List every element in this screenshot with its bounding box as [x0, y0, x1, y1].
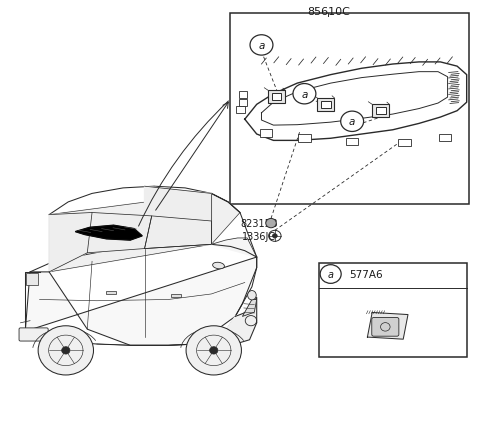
Polygon shape — [218, 298, 257, 344]
Bar — [171, 294, 181, 298]
Polygon shape — [25, 257, 257, 345]
Bar — [239, 100, 247, 106]
Bar — [321, 101, 331, 109]
Text: 82315B: 82315B — [240, 219, 277, 229]
Circle shape — [61, 347, 70, 354]
Circle shape — [293, 84, 316, 105]
Text: a: a — [301, 89, 308, 100]
Polygon shape — [144, 216, 211, 249]
FancyBboxPatch shape — [372, 318, 399, 337]
FancyBboxPatch shape — [19, 328, 48, 341]
Polygon shape — [367, 313, 408, 340]
Polygon shape — [144, 187, 211, 249]
Bar — [298, 135, 311, 143]
Circle shape — [273, 234, 277, 239]
Bar — [107, 291, 116, 294]
Ellipse shape — [213, 263, 225, 269]
Bar — [239, 92, 247, 99]
Circle shape — [38, 326, 94, 375]
Text: a: a — [349, 117, 355, 127]
Bar — [346, 138, 359, 146]
Polygon shape — [242, 300, 257, 317]
Polygon shape — [87, 213, 152, 253]
Bar — [260, 130, 273, 138]
Text: 577A6: 577A6 — [349, 269, 383, 279]
Bar — [317, 99, 335, 112]
Circle shape — [250, 36, 273, 56]
Circle shape — [210, 347, 218, 354]
Ellipse shape — [248, 291, 256, 300]
Circle shape — [266, 219, 276, 228]
Bar — [398, 139, 411, 147]
Bar — [268, 91, 285, 104]
Text: 1336JC: 1336JC — [242, 231, 276, 241]
Text: 85610C: 85610C — [307, 7, 350, 17]
Bar — [272, 94, 281, 101]
Circle shape — [186, 326, 241, 375]
Bar — [319, 264, 467, 357]
Bar — [372, 105, 389, 118]
Bar — [376, 108, 385, 115]
Bar — [230, 14, 469, 204]
Polygon shape — [211, 239, 257, 257]
Text: a: a — [258, 41, 264, 51]
Bar — [439, 134, 451, 142]
Polygon shape — [49, 213, 92, 272]
Polygon shape — [49, 194, 240, 272]
Circle shape — [320, 265, 341, 284]
Text: a: a — [328, 269, 334, 279]
Polygon shape — [75, 226, 142, 241]
Bar — [26, 273, 38, 285]
Circle shape — [341, 112, 364, 132]
Bar — [236, 107, 245, 114]
